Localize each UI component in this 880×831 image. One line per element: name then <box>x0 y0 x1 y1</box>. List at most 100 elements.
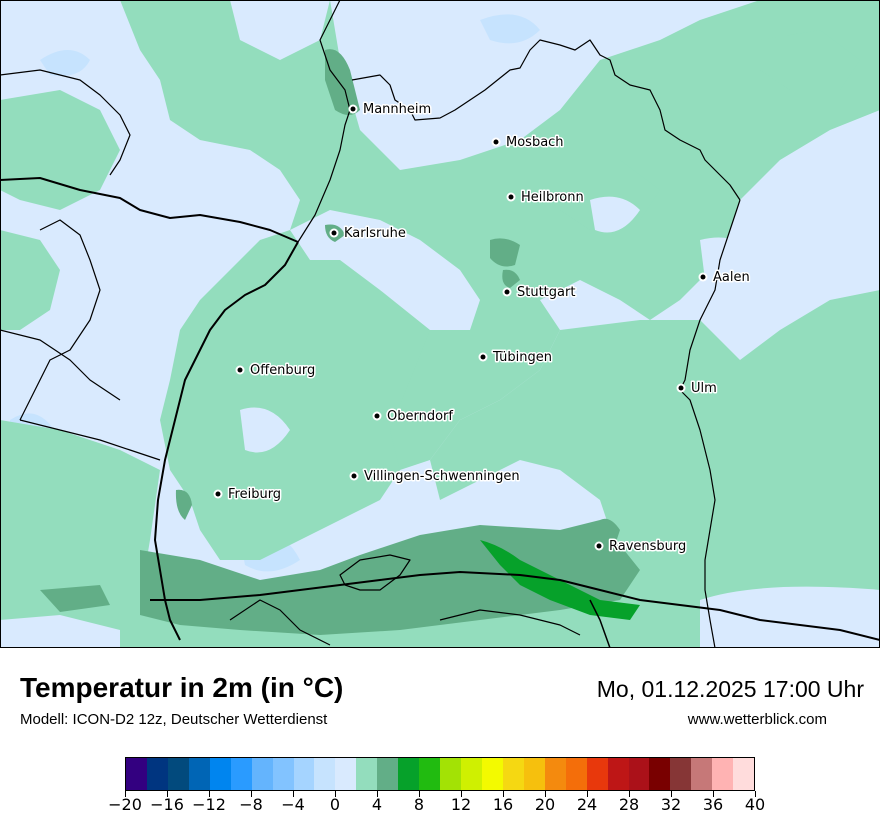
colorbar-bin <box>146 758 168 790</box>
city-label: Offenburg <box>250 363 315 378</box>
city-marker: Aalen <box>698 269 751 287</box>
colorbar-bin <box>607 758 629 790</box>
city-dot-icon <box>351 473 357 479</box>
colorbar-tick-label: −16 <box>150 795 184 814</box>
city-dot-icon <box>374 413 380 419</box>
colorbar-bin <box>272 758 294 790</box>
colorbar-tick-label: 16 <box>492 795 514 814</box>
colorbar-bin <box>481 758 503 790</box>
colorbar-bin <box>544 758 566 790</box>
city-marker: Ulm <box>676 380 718 398</box>
colorbar-tick-label: 24 <box>576 795 598 814</box>
colorbar-ticks: −20 −16 −12 −8 −4 0 4 8 12 16 20 24 28 32 36 40 <box>108 791 765 831</box>
colorbar-tick <box>166 791 168 797</box>
colorbar-tick-label: −4 <box>281 795 305 814</box>
model-source: Modell: ICON-D2 12z, Deutscher Wetterdie… <box>20 711 328 728</box>
temperature-map: Mannheim Mosbach Heilbronn Karlsruhe Aalen St… <box>0 0 880 648</box>
city-marker: Ravensburg <box>594 538 688 556</box>
colorbar-tick-label: 36 <box>702 795 724 814</box>
colorbar-tick <box>418 791 420 797</box>
city-marker: Offenburg <box>235 362 317 380</box>
colorbar-bin <box>712 758 734 790</box>
city-dot-icon <box>508 194 514 200</box>
city-dot-icon <box>596 543 602 549</box>
colorbar-tick-label: 28 <box>618 795 640 814</box>
city-dot-icon <box>480 354 486 360</box>
city-dot-icon <box>700 274 706 280</box>
city-label: Ravensburg <box>609 539 686 554</box>
city-label: Ulm <box>691 381 717 396</box>
city-marker: Freiburg <box>213 486 283 504</box>
colorbar-bin <box>628 758 650 790</box>
city-dot-icon <box>493 139 499 145</box>
city-label: Aalen <box>713 270 750 285</box>
colorbar-bin <box>188 758 210 790</box>
city-label: Oberndorf <box>387 409 453 424</box>
city-marker: Mannheim <box>348 101 433 119</box>
colorbar-bin <box>314 758 336 790</box>
colorbar-bin <box>649 758 671 790</box>
colorbar-tick <box>712 791 714 797</box>
colorbar-bin <box>398 758 420 790</box>
city-label: Freiburg <box>228 487 281 502</box>
colorbar-bin <box>565 758 587 790</box>
colorbar-tick-label: 32 <box>660 795 682 814</box>
colorbar-bin <box>502 758 524 790</box>
colorbar-bin <box>356 758 378 790</box>
city-label: Karlsruhe <box>344 226 406 241</box>
colorbar-tick-label: 8 <box>413 795 425 814</box>
colorbar-tick <box>124 791 126 797</box>
chart-title: Temperatur in 2m (in °C) <box>20 672 344 703</box>
colorbar-bin <box>733 758 755 790</box>
city-label: Stuttgart <box>517 285 575 300</box>
city-dot-icon <box>678 385 684 391</box>
colorbar-bin <box>167 758 189 790</box>
city-marker: Tübingen <box>478 349 554 367</box>
city-dot-icon <box>215 491 221 497</box>
city-label: Mosbach <box>506 135 564 150</box>
colorbar-tick <box>754 791 756 797</box>
city-dot-icon <box>331 230 337 236</box>
city-label: Mannheim <box>363 102 431 117</box>
city-label: Villingen-Schwenningen <box>364 469 520 484</box>
colorbar-tick-label: 4 <box>371 795 383 814</box>
city-dot-icon <box>504 289 510 295</box>
colorbar-tick-label: −12 <box>192 795 226 814</box>
colorbar-tick <box>460 791 462 797</box>
temperature-colorbar <box>125 757 755 791</box>
city-label: Heilbronn <box>521 190 584 205</box>
map-canvas: Mannheim Mosbach Heilbronn Karlsruhe Aalen St… <box>0 0 880 648</box>
city-marker: Oberndorf <box>372 408 455 426</box>
colorbar-tick-label: −20 <box>108 795 142 814</box>
city-marker: Villingen-Schwenningen <box>349 468 521 486</box>
colorbar-tick <box>208 791 210 797</box>
colorbar-tick <box>334 791 336 797</box>
colorbar-tick-label: 12 <box>450 795 472 814</box>
website-link[interactable]: www.wetterblick.com <box>687 711 827 728</box>
colorbar-tick <box>628 791 630 797</box>
city-label: Tübingen <box>492 350 552 365</box>
colorbar-tick <box>544 791 546 797</box>
colorbar-tick-label: −8 <box>239 795 263 814</box>
city-dot-icon <box>237 367 243 373</box>
colorbar-bin <box>126 758 147 790</box>
city-marker: Mosbach <box>491 134 565 152</box>
colorbar-bin <box>209 758 231 790</box>
colorbar-tick <box>292 791 294 797</box>
city-marker: Heilbronn <box>506 189 585 207</box>
colorbar-tick-label: 40 <box>744 795 766 814</box>
colorbar-bin <box>251 758 273 790</box>
city-marker: Stuttgart <box>502 284 577 302</box>
colorbar-bin <box>670 758 692 790</box>
colorbar-tick <box>502 791 504 797</box>
colorbar-bin <box>230 758 252 790</box>
colorbar-bin <box>335 758 357 790</box>
city-marker: Karlsruhe <box>329 225 407 243</box>
colorbar-bin <box>377 758 399 790</box>
colorbar-tick <box>586 791 588 797</box>
colorbar-bin <box>440 758 461 790</box>
colorbar-bin <box>419 758 441 790</box>
colorbar-bin <box>293 758 315 790</box>
colorbar-tick <box>250 791 252 797</box>
city-dot-icon <box>350 106 356 112</box>
